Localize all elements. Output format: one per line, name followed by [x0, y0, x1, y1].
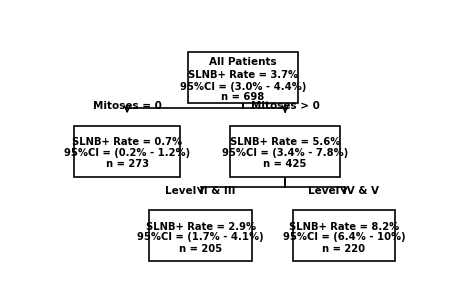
Text: n = 425: n = 425: [264, 159, 307, 169]
FancyBboxPatch shape: [74, 126, 181, 177]
Text: Level II & III: Level II & III: [165, 186, 236, 196]
Text: n = 205: n = 205: [179, 244, 222, 254]
FancyBboxPatch shape: [149, 210, 252, 261]
Text: SLNB+ Rate = 3.7%: SLNB+ Rate = 3.7%: [188, 70, 298, 80]
Text: 95%CI = (3.0% - 4.4%): 95%CI = (3.0% - 4.4%): [180, 82, 306, 92]
Text: Mitoses > 0: Mitoses > 0: [251, 101, 319, 112]
Text: Level IV & V: Level IV & V: [309, 186, 380, 196]
Text: SLNB+ Rate = 5.6%: SLNB+ Rate = 5.6%: [230, 137, 340, 147]
Text: 95%CI = (0.2% - 1.2%): 95%CI = (0.2% - 1.2%): [64, 148, 190, 158]
Text: 95%CI = (3.4% - 7.8%): 95%CI = (3.4% - 7.8%): [222, 148, 348, 158]
Text: Mitoses = 0: Mitoses = 0: [93, 101, 162, 112]
Text: n = 273: n = 273: [106, 159, 149, 169]
Text: 95%CI = (1.7% - 4.1%): 95%CI = (1.7% - 4.1%): [137, 232, 264, 242]
Text: SLNB+ Rate = 0.7%: SLNB+ Rate = 0.7%: [72, 137, 182, 147]
Text: SLNB+ Rate = 8.2%: SLNB+ Rate = 8.2%: [289, 222, 399, 232]
Text: SLNB+ Rate = 2.9%: SLNB+ Rate = 2.9%: [146, 222, 256, 232]
Text: n = 220: n = 220: [322, 244, 365, 254]
FancyBboxPatch shape: [292, 210, 395, 261]
FancyBboxPatch shape: [188, 52, 298, 103]
FancyBboxPatch shape: [230, 126, 340, 177]
Text: 95%CI = (6.4% - 10%): 95%CI = (6.4% - 10%): [283, 232, 405, 242]
Text: All Patients: All Patients: [209, 57, 277, 67]
Text: n = 698: n = 698: [221, 92, 264, 102]
